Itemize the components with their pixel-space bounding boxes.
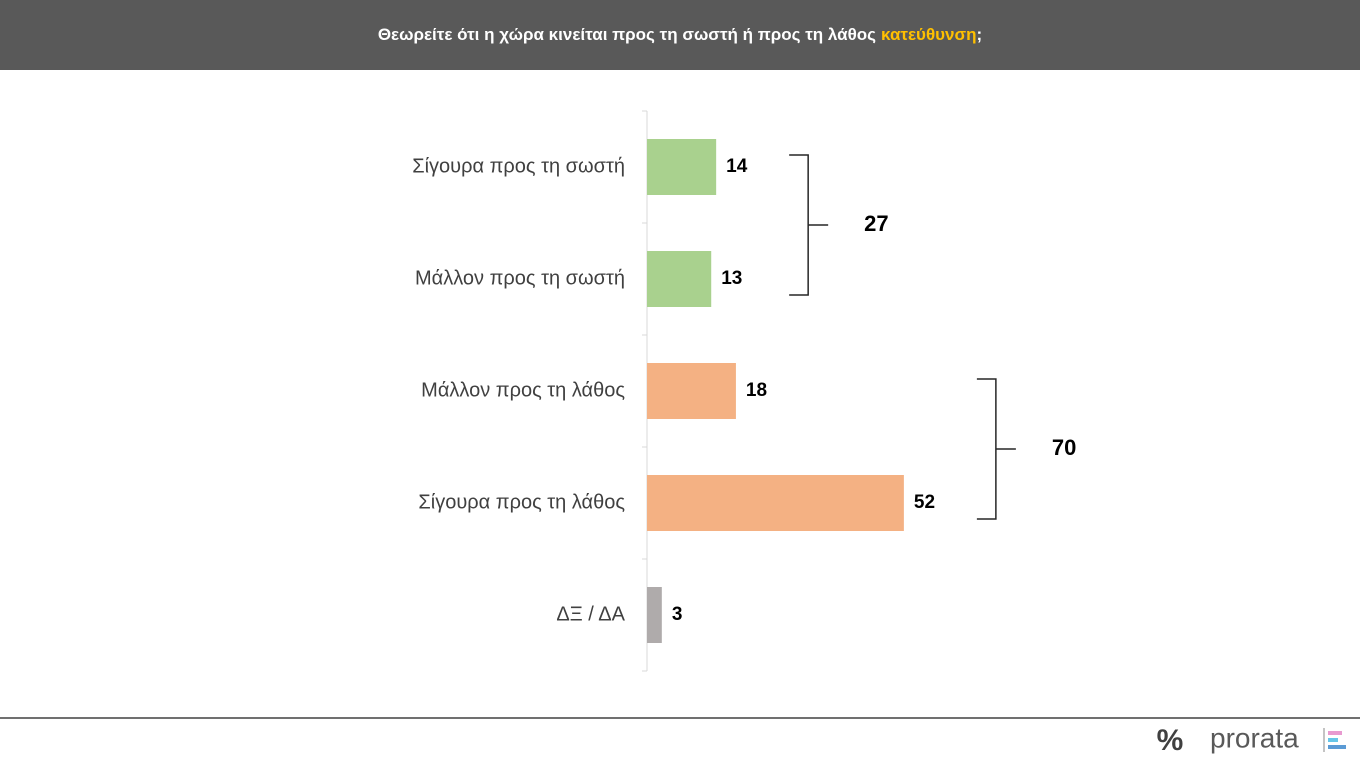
title-end: ; <box>976 25 983 44</box>
logo-deco <box>1328 738 1338 742</box>
value-label: 13 <box>721 268 742 289</box>
bar <box>647 251 712 307</box>
value-label: 52 <box>914 492 935 513</box>
bar <box>647 587 662 643</box>
chart-title: Θεωρείτε ότι η χώρα κινείται προς τη σωσ… <box>377 25 877 44</box>
bar <box>647 475 904 531</box>
category-label: Σίγουρα προς τη λάθος <box>418 491 625 513</box>
value-label: 3 <box>672 604 683 625</box>
value-label: 14 <box>726 156 748 177</box>
bar <box>647 363 736 419</box>
group-bracket <box>976 378 1016 520</box>
logo-deco <box>1328 745 1346 749</box>
group-bracket <box>789 154 829 296</box>
category-label: Μάλλον προς τη σωστή <box>415 267 625 289</box>
category-label: ΔΞ / ΔΑ <box>556 603 625 625</box>
group-total: 70 <box>1052 435 1076 460</box>
bar <box>647 139 717 195</box>
title-highlight: κατεύθυνση <box>881 25 977 44</box>
logo-mark: % <box>1157 724 1184 757</box>
logo-deco <box>1328 731 1342 735</box>
group-total: 27 <box>864 211 888 236</box>
logo: prorata <box>1210 722 1299 753</box>
category-label: Σίγουρα προς τη σωστή <box>412 155 625 177</box>
header: Θεωρείτε ότι η χώρα κινείται προς τη σωσ… <box>0 0 1360 70</box>
value-label: 18 <box>746 380 767 401</box>
category-label: Μάλλον προς τη λάθος <box>421 379 625 401</box>
